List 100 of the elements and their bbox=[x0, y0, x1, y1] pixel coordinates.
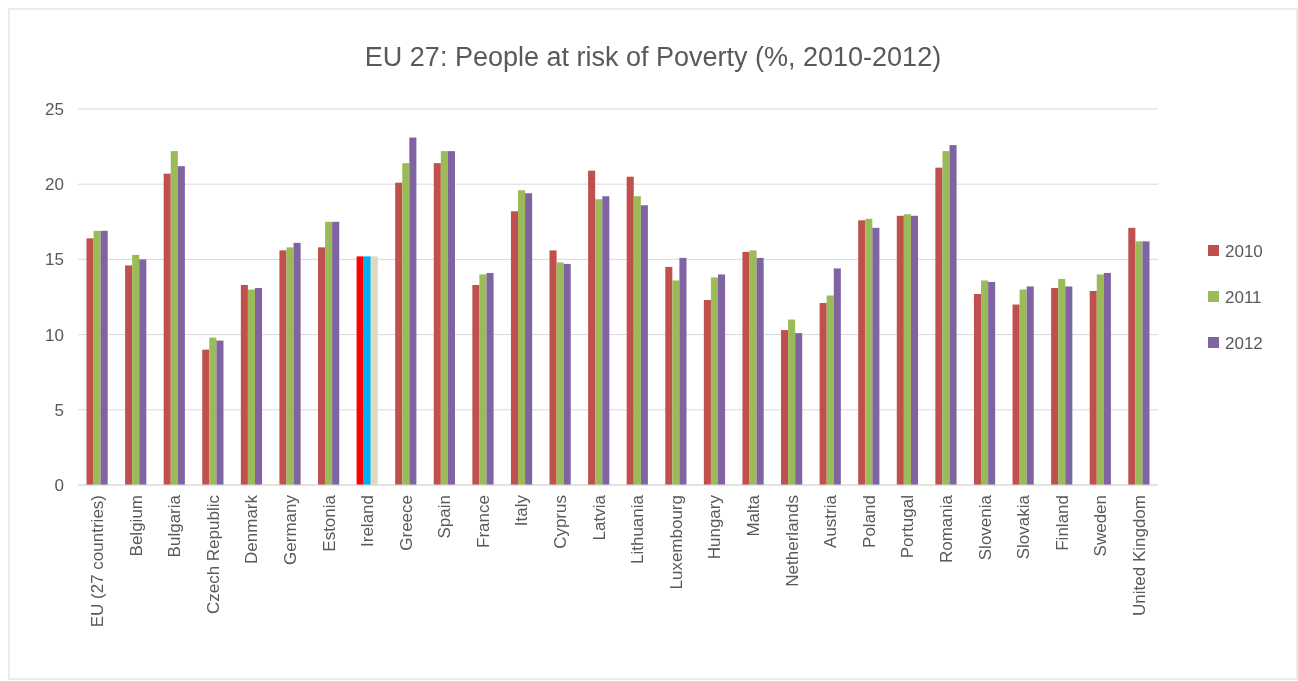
x-tick-label: Slovakia bbox=[1014, 494, 1034, 560]
x-tick-label: United Kingdom bbox=[1129, 495, 1149, 616]
y-tick-label: 5 bbox=[54, 400, 64, 420]
bar bbox=[640, 205, 648, 485]
x-tick-label: Spain bbox=[435, 495, 455, 539]
bar bbox=[1012, 304, 1020, 485]
legend-label: 2011 bbox=[1225, 287, 1262, 307]
x-tick-label: Malta bbox=[744, 494, 763, 537]
bar bbox=[781, 330, 789, 485]
bar bbox=[1051, 287, 1059, 485]
x-tick-label: Romania bbox=[936, 494, 956, 564]
bar bbox=[588, 170, 596, 485]
bar bbox=[935, 167, 943, 485]
bar bbox=[447, 151, 455, 485]
bar bbox=[988, 281, 996, 485]
bar bbox=[1096, 274, 1104, 485]
x-tick-label: Estonia bbox=[319, 494, 339, 552]
x-tick-label: Portugal bbox=[898, 495, 918, 559]
bar bbox=[949, 145, 957, 485]
bar bbox=[486, 272, 494, 485]
bar bbox=[177, 166, 185, 485]
x-tick-label: Germany bbox=[280, 494, 300, 565]
bar bbox=[749, 250, 757, 485]
bar bbox=[86, 238, 94, 485]
bar bbox=[409, 137, 417, 485]
bar bbox=[595, 199, 603, 485]
bar bbox=[942, 151, 950, 485]
bar bbox=[139, 259, 147, 485]
y-tick-label: 15 bbox=[45, 250, 64, 270]
x-tick-label: Italy bbox=[512, 494, 532, 527]
x-tick-label: Lithuania bbox=[628, 494, 648, 565]
x-tick-label: France bbox=[473, 495, 493, 548]
bar bbox=[370, 256, 378, 485]
legend-label: 2010 bbox=[1225, 241, 1263, 261]
bar bbox=[872, 227, 880, 485]
x-tick-label: Slovenia bbox=[975, 494, 995, 561]
bar bbox=[665, 266, 673, 485]
bar bbox=[433, 163, 441, 485]
bar bbox=[247, 289, 255, 485]
y-tick-label: 20 bbox=[45, 175, 64, 195]
bar bbox=[216, 340, 224, 485]
x-tick-label: Luxembourg bbox=[666, 495, 686, 590]
bar bbox=[93, 230, 101, 485]
bar bbox=[293, 242, 301, 485]
bar bbox=[556, 262, 564, 485]
x-tick-label: Netherlands bbox=[782, 495, 802, 587]
bar bbox=[1019, 289, 1027, 485]
chart-title: EU 27: People at risk of Poverty (%, 2010-2012) bbox=[364, 42, 942, 72]
x-tick-label: EU (27 countries) bbox=[88, 495, 108, 628]
bar bbox=[240, 284, 248, 485]
x-tick-label: Belgium bbox=[126, 495, 146, 557]
bar bbox=[819, 303, 827, 485]
y-tick-label: 25 bbox=[45, 99, 64, 119]
bar bbox=[742, 251, 750, 485]
x-tick-label: Sweden bbox=[1091, 495, 1111, 557]
bar bbox=[903, 214, 911, 485]
bar bbox=[132, 254, 140, 485]
bar bbox=[549, 250, 557, 485]
bar bbox=[170, 151, 178, 485]
bar bbox=[1026, 286, 1034, 485]
x-tick-label: Bulgaria bbox=[165, 494, 185, 558]
bar bbox=[1058, 278, 1066, 485]
bar bbox=[896, 215, 904, 485]
bar bbox=[254, 287, 263, 485]
bar bbox=[1103, 272, 1111, 485]
bar bbox=[858, 220, 866, 485]
bar bbox=[325, 221, 333, 485]
bar bbox=[626, 176, 634, 485]
bar bbox=[125, 265, 133, 485]
bar bbox=[602, 196, 610, 485]
bar bbox=[510, 211, 518, 485]
bar bbox=[363, 256, 371, 485]
bar bbox=[525, 193, 533, 485]
bar bbox=[910, 215, 918, 485]
x-tick-label: Austria bbox=[821, 494, 841, 548]
bar bbox=[703, 300, 711, 485]
bar bbox=[163, 173, 171, 485]
bar bbox=[202, 349, 210, 485]
bar bbox=[563, 263, 571, 485]
bar bbox=[795, 333, 803, 485]
bar bbox=[826, 295, 834, 485]
x-tick-label: Denmark bbox=[242, 494, 262, 564]
bar bbox=[710, 277, 718, 485]
bar bbox=[718, 274, 726, 485]
x-tick-label: Hungary bbox=[705, 494, 725, 560]
bar bbox=[518, 190, 526, 485]
y-tick-label: 0 bbox=[54, 475, 64, 495]
x-tick-label: Cyprus bbox=[551, 495, 571, 549]
bar bbox=[1128, 227, 1136, 485]
x-tick-label: Czech Republic bbox=[203, 494, 223, 615]
bar bbox=[395, 182, 403, 485]
bar bbox=[756, 257, 764, 485]
bar bbox=[332, 221, 340, 485]
bar bbox=[833, 268, 841, 485]
x-tick-label: Poland bbox=[859, 495, 879, 548]
bar bbox=[479, 274, 487, 485]
x-tick-label: Greece bbox=[396, 495, 416, 551]
bar bbox=[865, 218, 873, 485]
bar bbox=[402, 163, 410, 485]
bar bbox=[100, 230, 108, 485]
